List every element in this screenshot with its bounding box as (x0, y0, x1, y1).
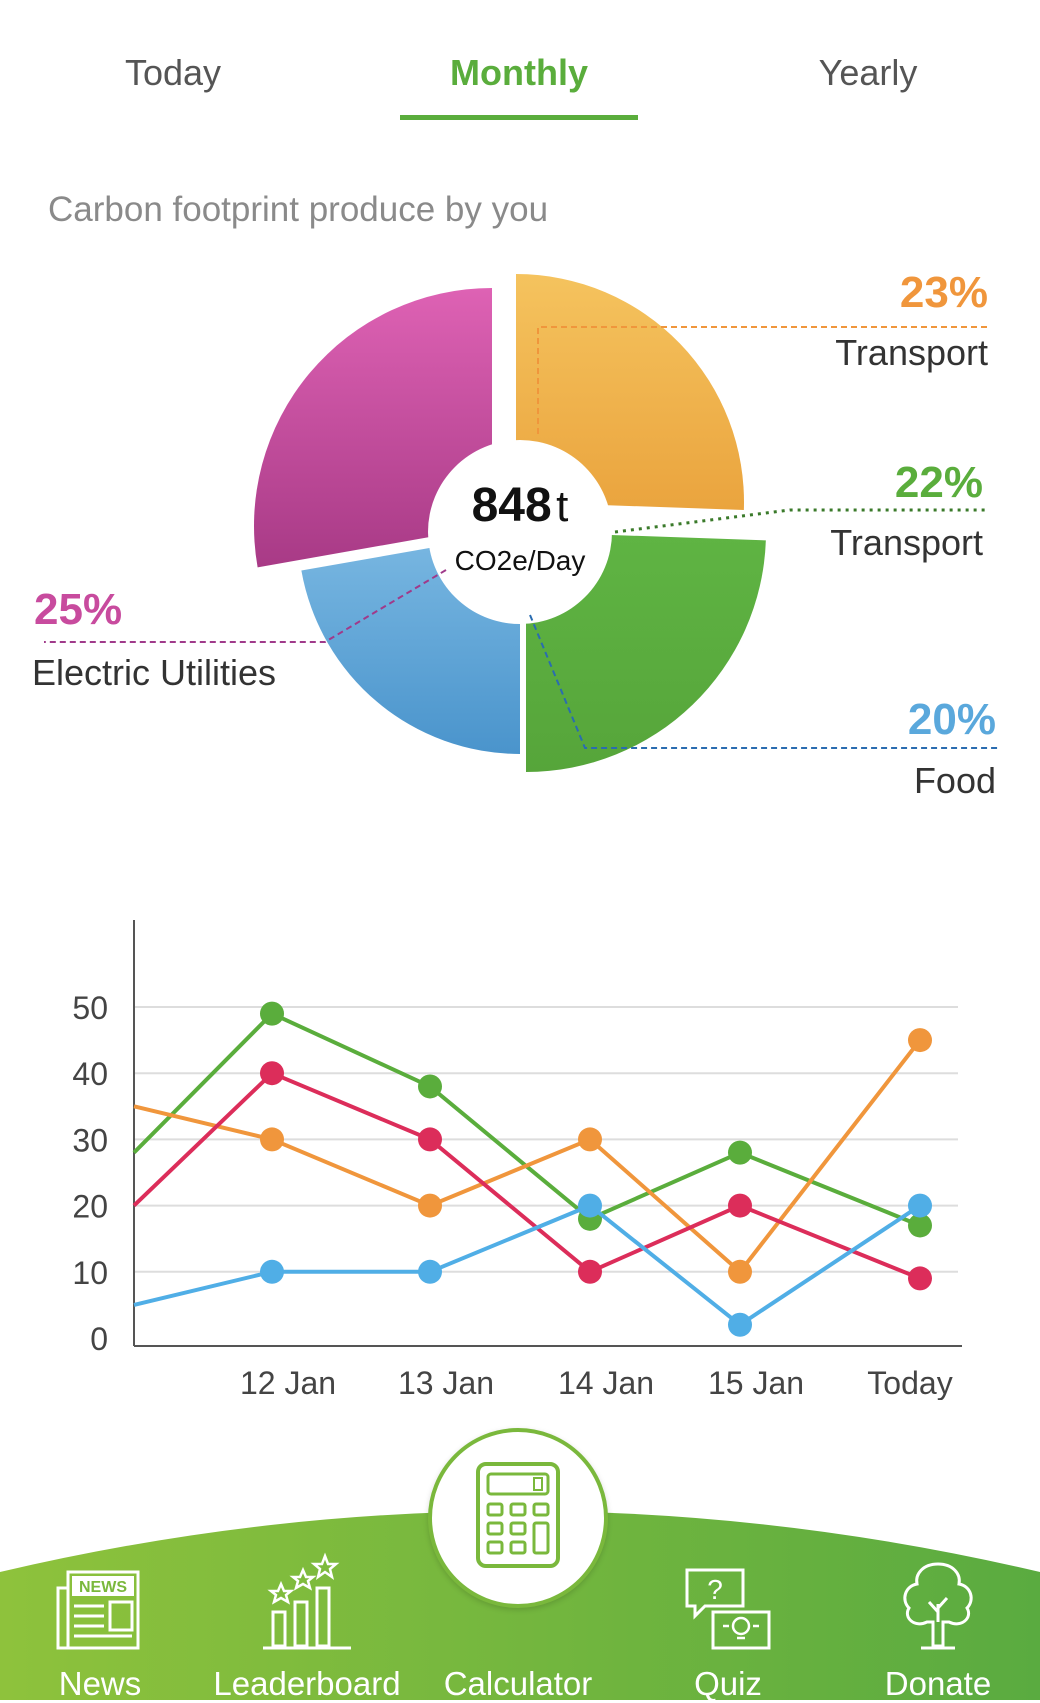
leader-line-transport-2 (614, 508, 985, 534)
x-tick-label: 15 Jan (708, 1365, 804, 1400)
series-line-orange (133, 1038, 922, 1275)
data-point (578, 1127, 602, 1152)
period-tabs: Today Monthly Yearly (0, 0, 1040, 125)
nav-item-donate[interactable]: Donate (838, 1480, 1038, 1702)
leaderboard-icon (259, 1550, 355, 1659)
data-point (418, 1127, 442, 1152)
carbon-pie-chart (44, 274, 998, 772)
nav-label-quiz: Quiz (694, 1665, 762, 1702)
nav-label-news: News (58, 1665, 142, 1702)
slice-label-transport-1: Transport (835, 332, 988, 373)
tab-monthly[interactable]: Monthly (450, 52, 588, 93)
tab-yearly[interactable]: Yearly (818, 52, 918, 93)
news-icon-text: NEWS (79, 1579, 127, 1596)
section-title: Carbon footprint produce by you (48, 190, 549, 229)
data-point (260, 1061, 284, 1086)
y-tick-label: 50 (72, 990, 108, 1026)
data-point (908, 1028, 932, 1053)
leader-line-food (529, 614, 998, 749)
data-point (728, 1193, 752, 1218)
y-tick-label: 10 (72, 1255, 108, 1291)
tab-today[interactable]: Today (124, 52, 222, 93)
data-point (260, 1127, 284, 1152)
svg-text:?: ? (707, 1574, 723, 1605)
y-tick-label: 40 (72, 1056, 108, 1092)
data-point (418, 1074, 442, 1099)
slice-label-electric: Electric Utilities (32, 652, 277, 693)
data-point (578, 1259, 602, 1284)
active-tab-indicator (400, 115, 638, 120)
leader-line-transport-1 (537, 326, 988, 434)
nav-item-calculator[interactable]: Calculator (418, 1480, 618, 1702)
nav-item-quiz[interactable]: ? Quiz (628, 1480, 828, 1702)
x-tick-label: 13 Jan (398, 1365, 494, 1400)
series-line-green (132, 1011, 921, 1228)
nav-label-donate: Donate (884, 1665, 992, 1702)
nav-label-leaderboard: Leaderboard (213, 1665, 401, 1702)
pie-slice-electric (253, 288, 492, 568)
data-point (728, 1259, 752, 1284)
donate-icon (893, 1556, 983, 1657)
pie-center-subtitle: CO2e/Day (454, 545, 586, 576)
x-tick-label: 12 Jan (240, 1365, 336, 1400)
pie-slice-transport-1 (516, 274, 744, 510)
data-point (908, 1213, 932, 1238)
nav-label-calculator: Calculator (443, 1665, 593, 1702)
center-value-unit: t (556, 482, 569, 531)
data-point (260, 1259, 284, 1284)
data-point (728, 1312, 752, 1337)
slice-label-pct-transport-1: 23% (899, 268, 988, 317)
data-point (260, 1001, 284, 1026)
data-point (908, 1193, 932, 1218)
calculator-icon (476, 1462, 560, 1568)
leader-line-electric (44, 569, 447, 643)
nav-item-leaderboard[interactable]: Leaderboard (207, 1480, 407, 1702)
y-tick-label: 20 (72, 1189, 108, 1225)
pie-center-hole (428, 440, 612, 624)
y-tick-label: 30 (72, 1122, 108, 1158)
data-point (578, 1193, 602, 1218)
data-point (418, 1193, 442, 1218)
data-point (418, 1259, 442, 1284)
series-line-red (132, 1070, 921, 1281)
calculator-button[interactable] (428, 1428, 608, 1608)
nav-item-news[interactable]: NEWS News (0, 1480, 200, 1702)
pie-center-value: 848 t (420, 478, 620, 533)
center-value-number: 848 (471, 479, 552, 532)
x-tick-label: Today (867, 1365, 952, 1400)
x-tick-label: 14 Jan (558, 1365, 654, 1400)
slice-label-pct-food: 20% (907, 695, 996, 744)
data-point (908, 1266, 932, 1291)
slice-label-pct-electric: 25% (34, 585, 123, 634)
news-icon: NEWS (54, 1568, 146, 1659)
slice-label-pct-transport-2: 22% (894, 458, 983, 507)
emissions-line-chart: 0 10 20 30 40 50 12 Jan 13 Jan 14 Jan 15 Jan Toda… (72, 920, 962, 1400)
slice-label-food: Food (913, 760, 996, 801)
series-line-blue (133, 1203, 922, 1328)
quiz-icon: ? (683, 1566, 773, 1657)
data-point (728, 1140, 752, 1165)
y-tick-label: 0 (90, 1321, 108, 1357)
slice-label-transport-2: Transport (830, 522, 983, 563)
